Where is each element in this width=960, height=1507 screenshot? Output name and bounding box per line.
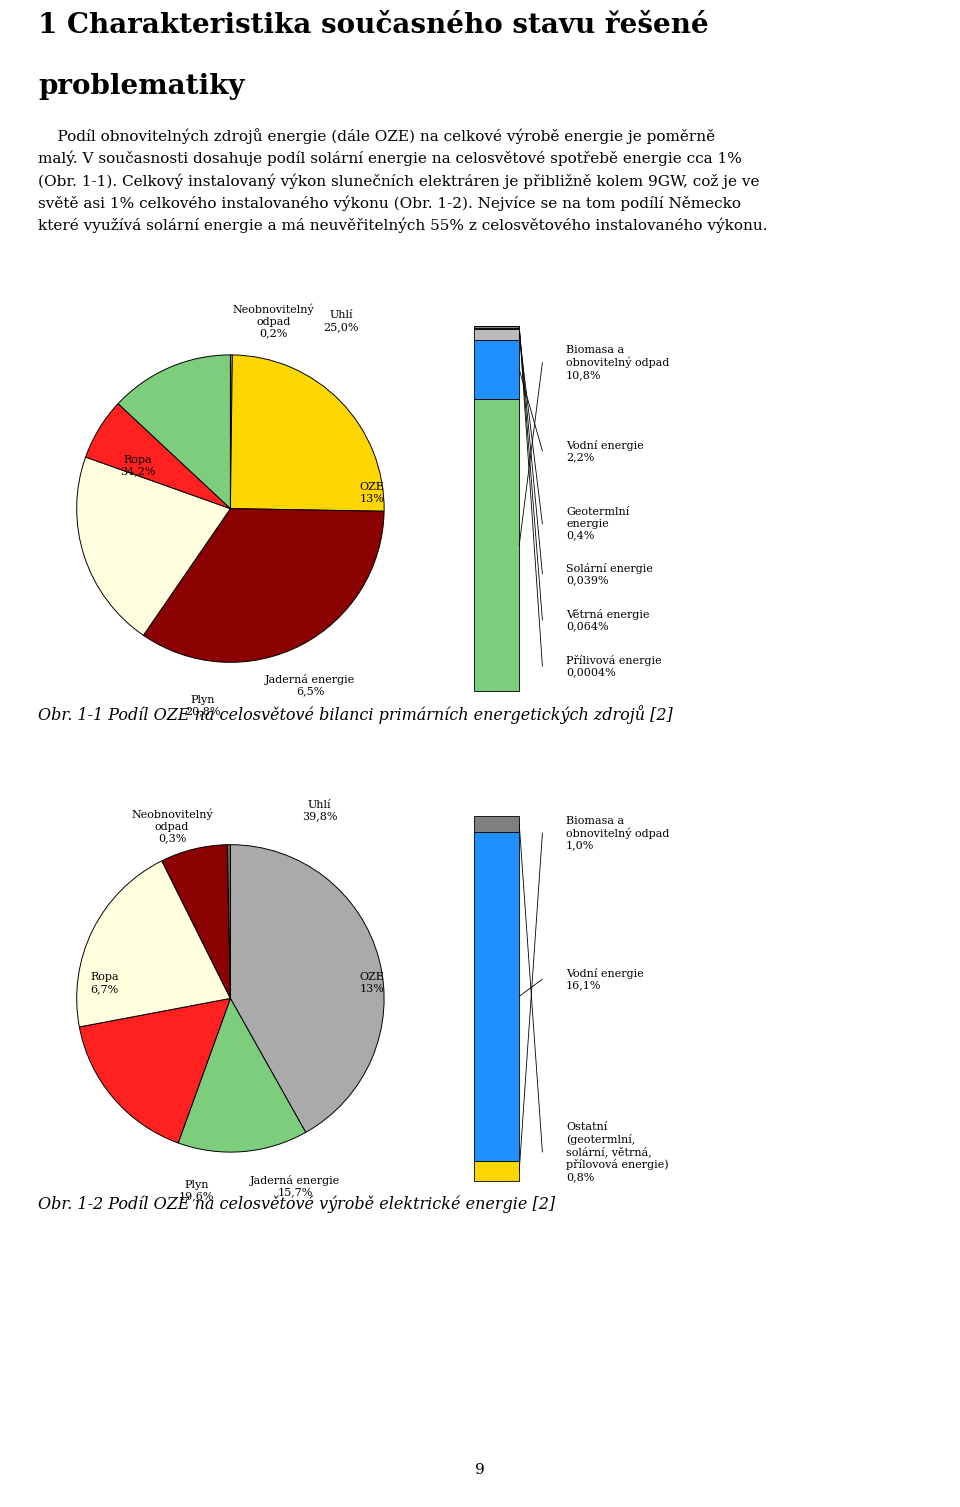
Bar [474, 815, 519, 832]
Wedge shape [77, 457, 230, 636]
Text: Uhlí
39,8%: Uhlí 39,8% [301, 800, 337, 821]
Text: OZE
13%: OZE 13% [359, 972, 384, 993]
Text: Vodní energie
2,2%: Vodní energie 2,2% [566, 440, 644, 463]
Text: Solární energie
0,039%: Solární energie 0,039% [566, 562, 653, 585]
Text: Podíl obnovitelných zdrojů energie (dále OZE) na celkové výrobě energie je poměr: Podíl obnovitelných zdrojů energie (dále… [38, 128, 768, 234]
Bar [474, 1160, 519, 1181]
Text: Geotermlní
energie
0,4%: Geotermlní energie 0,4% [566, 508, 630, 541]
Bar [474, 326, 519, 329]
Text: Biomasa a
obnovitelný odpad
1,0%: Biomasa a obnovitelný odpad 1,0% [566, 815, 669, 850]
Wedge shape [85, 404, 230, 509]
Text: Ropa
6,7%: Ropa 6,7% [90, 972, 119, 993]
Text: Neobnovitelný
odpad
0,2%: Neobnovitelný odpad 0,2% [232, 304, 314, 339]
Bar [474, 399, 519, 692]
Text: Jaderná energie
6,5%: Jaderná energie 6,5% [265, 674, 355, 696]
Text: Jaderná energie
15,7%: Jaderná energie 15,7% [250, 1174, 340, 1197]
Text: Větrná energie
0,064%: Větrná energie 0,064% [566, 609, 650, 631]
Wedge shape [179, 999, 305, 1151]
Text: 1 Charakteristika současného stavu řešené: 1 Charakteristika současného stavu řešen… [38, 12, 709, 39]
Text: Vodní energie
16,1%: Vodní energie 16,1% [566, 967, 644, 990]
Bar [474, 832, 519, 1160]
Text: Biomasa a
obnovitelný odpad
10,8%: Biomasa a obnovitelný odpad 10,8% [566, 345, 669, 380]
Text: Ropa
34,2%: Ropa 34,2% [120, 455, 156, 476]
Text: Přílivová energie
0,0004%: Přílivová energie 0,0004% [566, 656, 661, 678]
Text: Obr. 1-2 Podíl OZE na celosvětové výrobě elektrické energie [2]: Obr. 1-2 Podíl OZE na celosvětové výrobě… [38, 1195, 556, 1213]
Wedge shape [162, 845, 230, 999]
Wedge shape [77, 860, 230, 1026]
Text: 9: 9 [475, 1463, 485, 1477]
Text: Neobnovitelný
odpad
0,3%: Neobnovitelný odpad 0,3% [132, 809, 213, 844]
Wedge shape [230, 844, 384, 1132]
Wedge shape [118, 354, 230, 509]
Text: Obr. 1-1 Podíl OZE na celosvětové bilanci primárních energetických zdrojů [2]: Obr. 1-1 Podíl OZE na celosvětové bilanc… [38, 705, 673, 725]
Bar [474, 339, 519, 399]
Text: problematiky: problematiky [38, 72, 245, 99]
Wedge shape [228, 844, 230, 999]
Text: Ostatní
(geotermlní,
solární, větrná,
přílovová energie)
0,8%: Ostatní (geotermlní, solární, větrná, př… [566, 1123, 669, 1181]
Wedge shape [80, 999, 230, 1142]
Text: Plyn
20,8%: Plyn 20,8% [185, 695, 221, 716]
Text: Plyn
19,6%: Plyn 19,6% [179, 1180, 214, 1201]
Text: Uhlí
25,0%: Uhlí 25,0% [324, 310, 359, 332]
Bar [474, 329, 519, 339]
Wedge shape [230, 356, 384, 511]
Wedge shape [230, 356, 232, 509]
Text: OZE
13%: OZE 13% [359, 482, 384, 503]
Wedge shape [143, 509, 384, 662]
